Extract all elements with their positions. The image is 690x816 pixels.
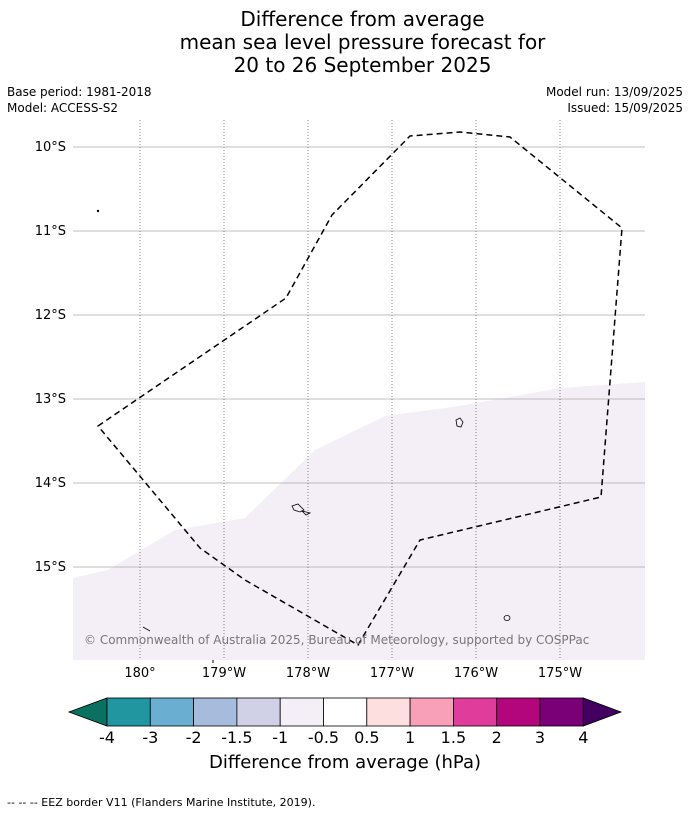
eez-border <box>96 131 623 647</box>
colorbar-tick-label: -1.5 <box>221 728 252 747</box>
island-southeast <box>503 615 511 621</box>
meta-left: Base period: 1981-2018 Model: ACCESS-S2 <box>7 84 152 116</box>
lon-gridlines <box>139 120 561 660</box>
colorbar-swatch <box>496 697 541 727</box>
lon-labels: 180° 179°W 178°W 177°W 176°W 175°W <box>124 666 582 680</box>
colorbar-swatch <box>106 697 151 727</box>
anomaly-region <box>73 382 645 660</box>
meta-right: Model run: 13/09/2025 Issued: 15/09/2025 <box>546 84 683 116</box>
colorbar-swatch <box>149 697 195 727</box>
colorbar: -4 -3 -2 -1.5 -1 -0.5 0.5 1 1.5 2 3 4 <box>67 697 623 747</box>
issued-date: Issued: 15/09/2025 <box>567 101 683 115</box>
title-line-1: Difference from average <box>240 7 485 31</box>
colorbar-tick-label: 4 <box>578 728 588 747</box>
copyright-text: © Commonwealth of Australia 2025, Bureau… <box>84 633 589 647</box>
colorbar-swatch <box>366 697 411 727</box>
colorbar-swatch <box>452 697 498 727</box>
lat-label: 12°S <box>35 308 66 323</box>
islands <box>96 209 511 632</box>
model-name: Model: ACCESS-S2 <box>7 101 119 115</box>
lat-labels: 10°S 11°S 12°S 13°S 14°S 15°S <box>35 140 66 575</box>
colorbar-tick-label: 3 <box>535 728 545 747</box>
lat-label: 10°S <box>35 140 66 155</box>
lon-label: 175°W <box>538 666 582 680</box>
colorbar-tick-label: -3 <box>142 728 158 747</box>
colorbar-swatch <box>409 697 454 727</box>
colorbar-swatches <box>67 697 623 727</box>
model-run: Model run: 13/09/2025 <box>545 85 683 99</box>
lon-label: 177°W <box>370 666 414 680</box>
colorbar-ticks: -4 -3 -2 -1.5 -1 -0.5 0.5 1 1.5 2 3 4 <box>99 728 588 747</box>
lat-gridlines <box>73 146 645 568</box>
lon-label: 178°W <box>286 666 330 680</box>
lat-label: 14°S <box>35 476 66 491</box>
colorbar-swatch <box>236 697 281 727</box>
island-northwest-dot <box>96 209 100 213</box>
colorbar-label: Difference from average (hPa) <box>208 752 482 773</box>
lon-label: 180° <box>124 666 155 680</box>
colorbar-swatch <box>193 697 238 727</box>
title-line-3: 20 to 26 September 2025 <box>233 53 492 77</box>
island-southwest <box>142 626 151 632</box>
colorbar-tick-label: -2 <box>186 728 202 747</box>
lat-label: 11°S <box>35 224 66 239</box>
island-central-2 <box>300 510 312 516</box>
base-period: Base period: 1981-2018 <box>7 85 152 99</box>
colorbar-tick-label: -0.5 <box>308 728 339 747</box>
map-title: Difference from average mean sea level p… <box>0 8 690 77</box>
colorbar-swatch <box>539 697 584 727</box>
map-panel: © Commonwealth of Australia 2025, Bureau… <box>35 120 645 680</box>
title-line-2: mean sea level pressure forecast for <box>179 30 546 54</box>
lon-label: 179°W <box>202 666 246 680</box>
colorbar-tick-label: 1.5 <box>441 728 466 747</box>
colorbar-tick-label: -1 <box>272 728 288 747</box>
colorbar-arrow-high <box>582 697 623 727</box>
colorbar-tick-label: -4 <box>99 728 115 747</box>
colorbar-swatch <box>323 697 368 727</box>
lon-label: 176°W <box>454 666 498 680</box>
island-tokelau-north <box>455 417 464 428</box>
colorbar-swatch <box>279 697 324 727</box>
eez-footnote: -- -- -- EEZ border V11 (Flanders Marine… <box>7 796 316 809</box>
colorbar-arrow-low <box>67 697 108 727</box>
colorbar-tick-label: 2 <box>492 728 502 747</box>
colorbar-tick-label: 1 <box>405 728 415 747</box>
lat-label: 13°S <box>35 392 66 407</box>
colorbar-tick-label: 0.5 <box>354 728 379 747</box>
lat-label: 15°S <box>35 560 66 575</box>
